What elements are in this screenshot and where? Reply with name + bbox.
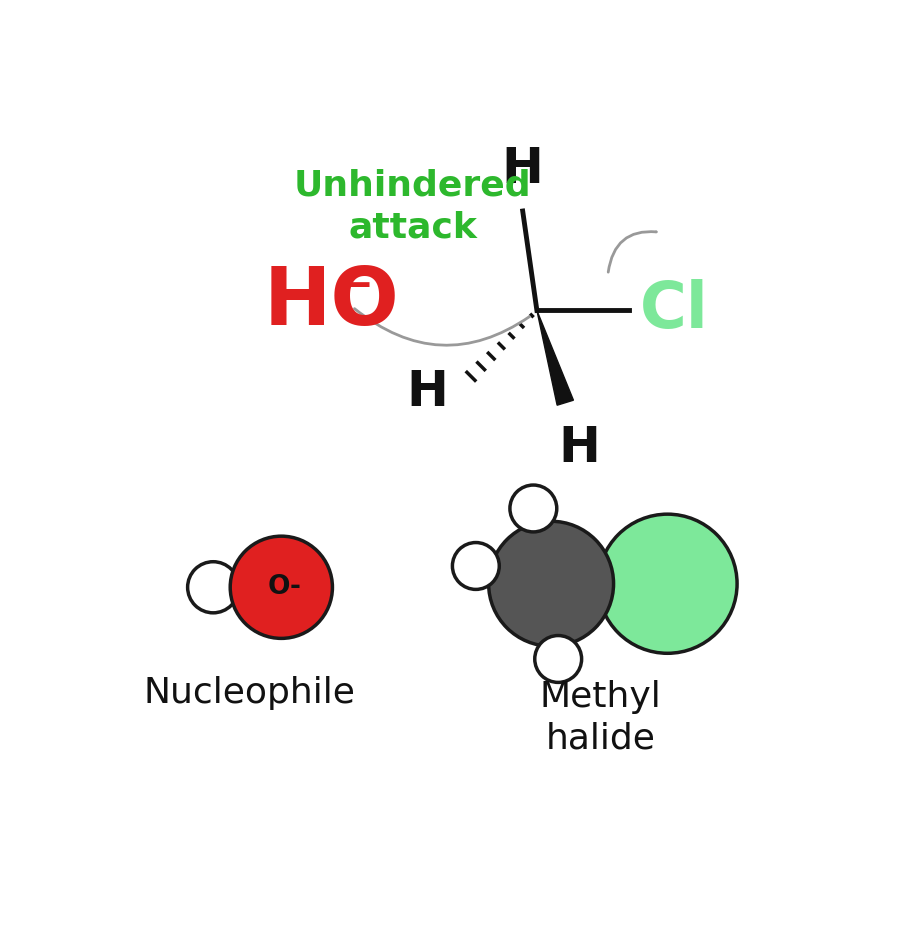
Text: Unhindered
attack: Unhindered attack	[294, 169, 531, 245]
FancyArrowPatch shape	[354, 309, 529, 345]
Text: H: H	[407, 368, 448, 416]
Text: −: −	[338, 265, 373, 307]
Circle shape	[598, 514, 737, 653]
Text: H: H	[559, 424, 600, 472]
Text: Cl: Cl	[639, 280, 709, 341]
Text: H: H	[502, 145, 543, 193]
Text: Nucleophile: Nucleophile	[144, 676, 355, 710]
Text: Methyl
halide: Methyl halide	[540, 679, 661, 756]
Circle shape	[510, 485, 557, 532]
Circle shape	[535, 636, 582, 683]
Circle shape	[230, 537, 333, 639]
Circle shape	[488, 522, 614, 646]
Text: O-: O-	[268, 574, 301, 600]
Polygon shape	[537, 310, 573, 405]
FancyArrowPatch shape	[608, 232, 656, 272]
Circle shape	[188, 562, 239, 613]
Circle shape	[453, 542, 499, 589]
Text: HO: HO	[264, 265, 399, 342]
